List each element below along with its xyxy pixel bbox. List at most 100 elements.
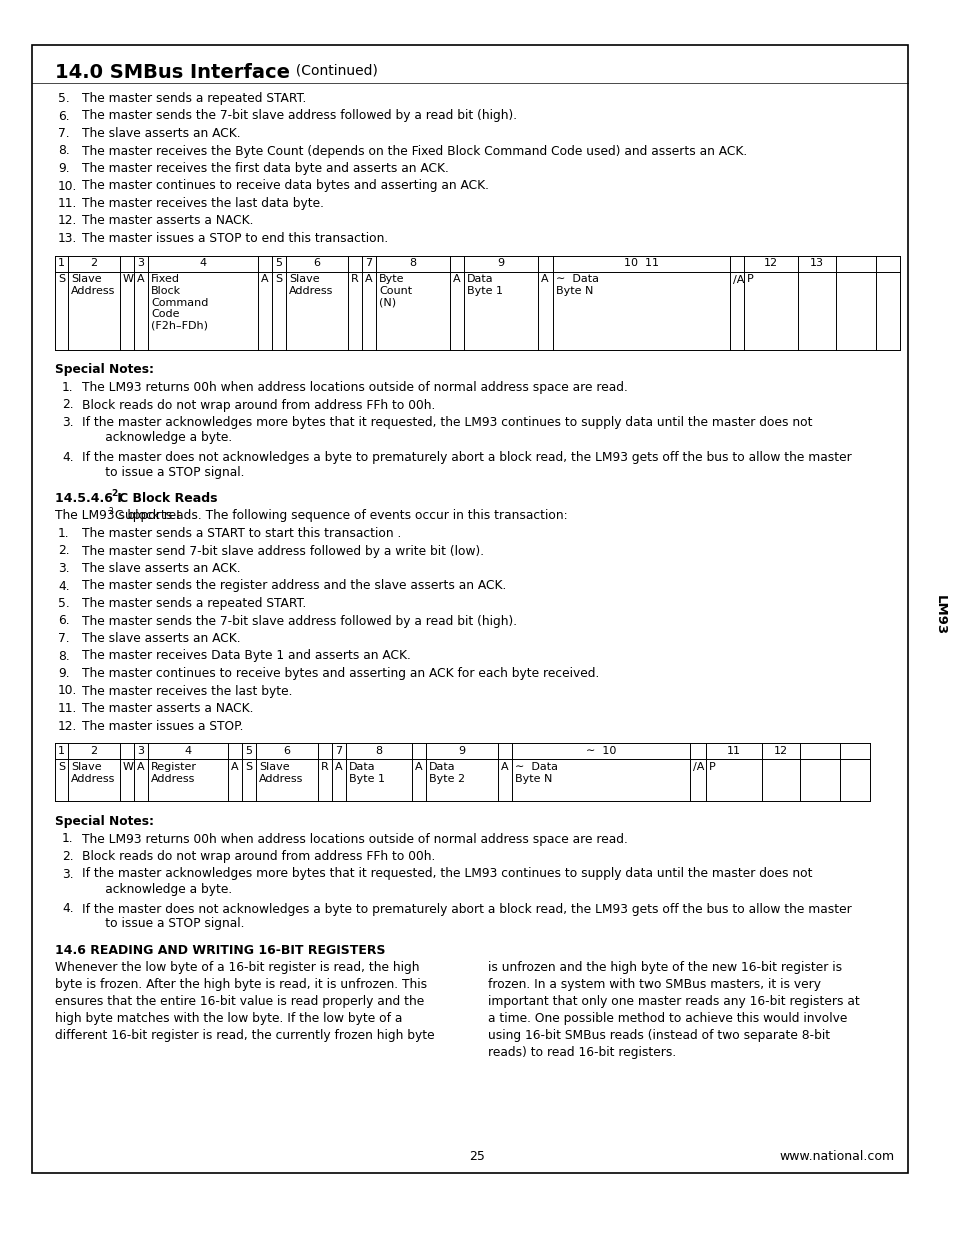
Text: 10.: 10. (58, 684, 77, 698)
Text: 1.: 1. (62, 832, 73, 846)
Text: 2: 2 (91, 258, 97, 268)
Text: 13: 13 (809, 258, 823, 268)
Text: 10  11: 10 11 (623, 258, 659, 268)
Text: The master receives the last byte.: The master receives the last byte. (82, 684, 293, 698)
Text: 5: 5 (245, 746, 253, 756)
Text: 3: 3 (137, 746, 144, 756)
Text: 5: 5 (275, 258, 282, 268)
Text: The master asserts a NACK.: The master asserts a NACK. (82, 701, 253, 715)
Text: 1: 1 (58, 258, 65, 268)
Text: ∼  Data
Byte N: ∼ Data Byte N (556, 274, 598, 296)
Text: Slave
Address: Slave Address (71, 274, 115, 296)
Text: If the master acknowledges more bytes that it requested, the LM93 continues to s: If the master acknowledges more bytes th… (82, 416, 812, 445)
Text: 8: 8 (375, 746, 382, 756)
Text: 1.: 1. (58, 527, 70, 540)
Text: A: A (453, 274, 460, 284)
Text: is unfrozen and the high byte of the new 16-bit register is
frozen. In a system : is unfrozen and the high byte of the new… (488, 961, 859, 1058)
Text: 4: 4 (199, 258, 207, 268)
Text: The master continues to receive bytes and asserting an ACK for each byte receive: The master continues to receive bytes an… (82, 667, 598, 680)
Text: 14.0 SMBus Interface: 14.0 SMBus Interface (55, 63, 290, 82)
Text: Slave
Address: Slave Address (258, 762, 303, 783)
Text: 7.: 7. (58, 127, 70, 140)
Text: The master sends the 7-bit slave address followed by a read bit (high).: The master sends the 7-bit slave address… (82, 615, 517, 627)
Text: Fixed
Block
Command
Code
(F2h–FDh): Fixed Block Command Code (F2h–FDh) (151, 274, 208, 331)
Text: Data
Byte 1: Data Byte 1 (467, 274, 502, 296)
Text: Byte
Count
(N): Byte Count (N) (378, 274, 412, 308)
Text: S: S (245, 762, 252, 772)
Text: 9: 9 (458, 746, 465, 756)
Text: P: P (708, 762, 715, 772)
Text: 11.: 11. (58, 198, 77, 210)
Text: (Continued): (Continued) (287, 63, 377, 77)
Text: 4.: 4. (62, 903, 73, 915)
Text: A: A (137, 274, 145, 284)
Text: 5.: 5. (58, 91, 70, 105)
Text: Register
Address: Register Address (151, 762, 196, 783)
Text: /A: /A (732, 274, 743, 284)
Text: A: A (231, 762, 238, 772)
Text: S: S (274, 274, 282, 284)
Text: 14.6 READING AND WRITING 16-BIT REGISTERS: 14.6 READING AND WRITING 16-BIT REGISTER… (55, 944, 385, 956)
Text: If the master does not acknowledges a byte to prematurely abort a block read, th: If the master does not acknowledges a by… (82, 451, 851, 479)
Text: 8: 8 (409, 258, 416, 268)
Text: 6.: 6. (58, 110, 70, 122)
Text: The master receives the last data byte.: The master receives the last data byte. (82, 198, 324, 210)
Text: 2: 2 (91, 746, 97, 756)
Text: ∼  Data
Byte N: ∼ Data Byte N (515, 762, 558, 783)
Text: 9: 9 (497, 258, 504, 268)
Text: 2.: 2. (58, 545, 70, 557)
Text: 3: 3 (137, 258, 144, 268)
Text: A: A (415, 762, 422, 772)
Text: Block reads do not wrap around from address FFh to 00h.: Block reads do not wrap around from addr… (82, 850, 435, 863)
Text: 2: 2 (109, 508, 113, 516)
Text: 4.: 4. (58, 579, 70, 593)
Text: 1: 1 (58, 746, 65, 756)
Text: 10.: 10. (58, 179, 77, 193)
Text: 9.: 9. (58, 667, 70, 680)
Text: Data
Byte 2: Data Byte 2 (429, 762, 465, 783)
Text: P: P (746, 274, 753, 284)
Text: 2.: 2. (62, 850, 73, 863)
Text: The master continues to receive data bytes and asserting an ACK.: The master continues to receive data byt… (82, 179, 489, 193)
Text: The slave asserts an ACK.: The slave asserts an ACK. (82, 562, 240, 576)
Text: 13.: 13. (58, 232, 77, 245)
Text: The master issues a STOP to end this transaction.: The master issues a STOP to end this tra… (82, 232, 388, 245)
Text: 6.: 6. (58, 615, 70, 627)
Text: LM93: LM93 (933, 595, 945, 635)
Text: The LM93 returns 00h when address locations outside of normal address space are : The LM93 returns 00h when address locati… (82, 832, 627, 846)
Text: The LM93 supports I: The LM93 supports I (55, 510, 179, 522)
Text: 12: 12 (773, 746, 787, 756)
Text: Data
Byte 1: Data Byte 1 (349, 762, 385, 783)
Text: A: A (137, 762, 145, 772)
Text: The master sends a START to start this transaction .: The master sends a START to start this t… (82, 527, 401, 540)
Text: Slave
Address: Slave Address (71, 762, 115, 783)
Text: 2: 2 (112, 489, 118, 499)
Text: A: A (365, 274, 373, 284)
Text: ∼  10: ∼ 10 (585, 746, 616, 756)
Text: 5.: 5. (58, 597, 70, 610)
Text: www.national.com: www.national.com (779, 1151, 894, 1163)
Text: W: W (123, 274, 133, 284)
Text: 6: 6 (314, 258, 320, 268)
Text: 4.: 4. (62, 451, 73, 464)
Text: A: A (540, 274, 548, 284)
Text: A: A (261, 274, 269, 284)
Text: 14.5.4.6 I: 14.5.4.6 I (55, 492, 122, 505)
Text: 9.: 9. (58, 162, 70, 175)
Text: 3.: 3. (62, 867, 73, 881)
Text: C block reads. The following sequence of events occur in this transaction:: C block reads. The following sequence of… (115, 510, 567, 522)
Text: The master sends a repeated START.: The master sends a repeated START. (82, 597, 306, 610)
Text: 6: 6 (283, 746, 291, 756)
Text: 11.: 11. (58, 701, 77, 715)
Text: The master sends the register address and the slave asserts an ACK.: The master sends the register address an… (82, 579, 506, 593)
Text: Whenever the low byte of a 16-bit register is read, the high
byte is frozen. Aft: Whenever the low byte of a 16-bit regist… (55, 961, 435, 1042)
Text: The master issues a STOP.: The master issues a STOP. (82, 720, 243, 732)
Text: The LM93 returns 00h when address locations outside of normal address space are : The LM93 returns 00h when address locati… (82, 382, 627, 394)
Text: The master sends a repeated START.: The master sends a repeated START. (82, 91, 306, 105)
Text: A: A (500, 762, 508, 772)
Text: 12: 12 (763, 258, 778, 268)
Text: 8.: 8. (58, 650, 70, 662)
Text: If the master acknowledges more bytes that it requested, the LM93 continues to s: If the master acknowledges more bytes th… (82, 867, 812, 895)
Text: A: A (335, 762, 342, 772)
Text: Block reads do not wrap around from address FFh to 00h.: Block reads do not wrap around from addr… (82, 399, 435, 411)
